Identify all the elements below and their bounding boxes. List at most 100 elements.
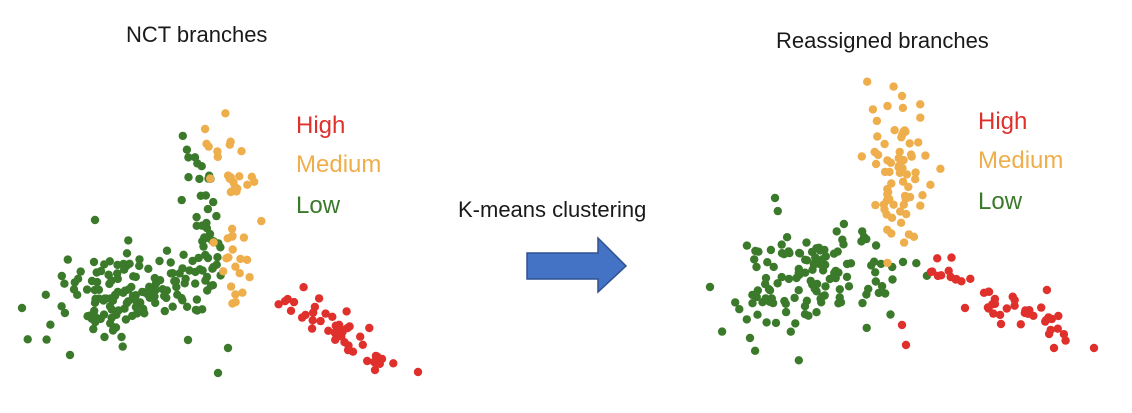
right-low-point [809, 260, 819, 269]
left-low-point [65, 350, 75, 360]
left-high-point [348, 347, 358, 356]
left-low-point [193, 306, 202, 315]
left-low-point [182, 302, 192, 311]
left-low-point [172, 282, 181, 292]
right-low-point [705, 282, 715, 292]
left-medium-point [242, 255, 252, 264]
left-low-point [128, 311, 137, 321]
right-medium-point [889, 82, 898, 91]
left-low-point [192, 212, 201, 222]
right-medium-point [871, 159, 881, 169]
right-low-point [864, 284, 873, 294]
left-low-point [177, 294, 186, 303]
left-low-point [42, 335, 51, 344]
right-medium-point [863, 77, 872, 86]
right-medium-point [887, 229, 896, 238]
left-low-point [199, 242, 208, 251]
right-low-point [838, 235, 847, 244]
right-low-point [862, 323, 871, 333]
left-medium-point [247, 172, 256, 181]
right-low-point [794, 264, 803, 274]
left-medium-point [229, 178, 238, 187]
left-medium-point [231, 297, 240, 307]
right-low-point [794, 356, 803, 365]
right-high-point [1016, 320, 1025, 329]
left-high-point [328, 312, 337, 321]
right-low-point [786, 327, 795, 336]
left-low-point [144, 264, 153, 273]
left-low-point [181, 274, 190, 283]
right-medium-point [880, 139, 889, 149]
right-high-point [944, 266, 953, 275]
right-medium-point [909, 232, 919, 241]
left-medium-point [213, 147, 222, 156]
right-high-point [947, 253, 956, 262]
left-low-point [104, 270, 113, 280]
right-low-point [825, 274, 834, 284]
left-low-point [191, 279, 200, 288]
left-high-point [283, 294, 292, 304]
right-low-point [839, 219, 849, 229]
left-high-point [365, 323, 374, 333]
left-low-point [195, 265, 205, 274]
right-high-point [966, 274, 975, 283]
left-low-point [177, 195, 186, 205]
right-low-point [812, 308, 821, 317]
right-high-point [897, 320, 907, 330]
left-high-point [308, 316, 317, 325]
left-medium-point [245, 273, 254, 282]
right-low-point [821, 282, 830, 291]
left-low-point [201, 191, 210, 200]
right-high-point [990, 299, 1000, 309]
right-low-point [871, 277, 880, 286]
left-low-point [216, 243, 225, 252]
left-high-point [332, 327, 342, 336]
left-high-point [342, 307, 351, 316]
right-low-point [750, 346, 760, 355]
left-high-point [316, 316, 325, 326]
right-low-point [777, 272, 786, 282]
left-medium-point [238, 288, 247, 297]
left-medium-point [227, 224, 237, 233]
right-low-point [761, 294, 770, 303]
left-high-point [356, 332, 365, 341]
left-low-point [155, 256, 164, 266]
right-medium-point [916, 100, 925, 109]
left-low-point [76, 267, 85, 276]
left-low-point [195, 174, 204, 184]
right-high-point [1042, 285, 1052, 295]
left-low-point [162, 246, 172, 255]
left-high-point [345, 322, 354, 331]
left-high-point [344, 341, 353, 350]
right-low-point [817, 298, 826, 307]
right-legend-low: Low [978, 188, 1023, 215]
left-low-point [41, 290, 50, 299]
right-low-point [820, 291, 829, 300]
left-low-point [57, 302, 66, 311]
left-low-point [155, 276, 165, 285]
left-low-point [192, 295, 202, 304]
left-panel-title: NCT branches [126, 22, 268, 47]
left-low-point [105, 279, 114, 289]
left-medium-point [204, 142, 213, 151]
right-legend-medium: Medium [978, 147, 1064, 174]
right-low-point [821, 260, 830, 269]
right-medium-point [918, 191, 927, 200]
right-medium-point [916, 113, 925, 122]
left-low-point [69, 285, 79, 294]
left-low-point [46, 320, 55, 329]
right-high-point [984, 287, 994, 296]
left-low-point [91, 312, 100, 322]
right-medium-point [899, 200, 908, 209]
right-low-point [771, 318, 781, 328]
left-low-point [100, 332, 109, 342]
right-panel-title: Reassigned branches [776, 28, 989, 53]
right-high-point [1041, 317, 1050, 326]
right-low-point [844, 282, 854, 291]
right-high-point [1089, 343, 1099, 353]
right-scatter-plot [705, 77, 1099, 365]
right-low-point [773, 279, 782, 288]
right-medium-point [897, 91, 907, 101]
right-low-point [795, 249, 805, 258]
